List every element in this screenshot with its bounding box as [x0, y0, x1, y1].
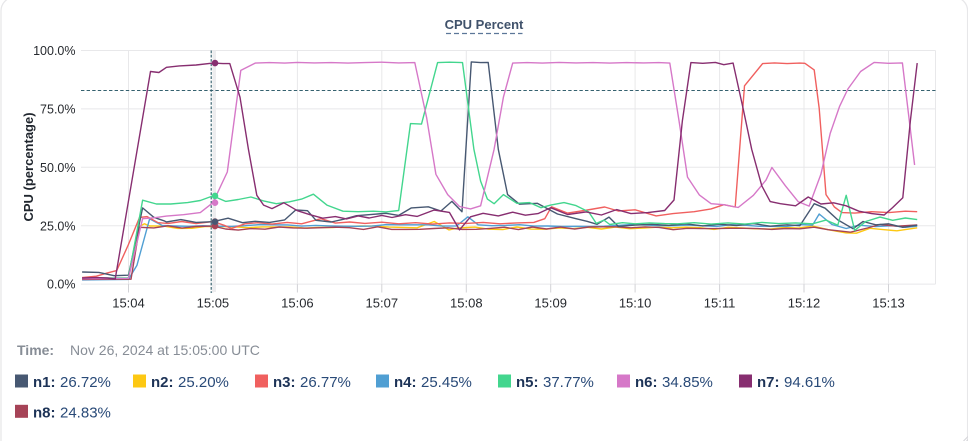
svg-text:25.0%: 25.0%: [40, 219, 75, 233]
svg-text:50.0%: 50.0%: [40, 161, 75, 175]
svg-text:n4:: n4:: [394, 374, 417, 391]
svg-text:15:10: 15:10: [619, 296, 652, 311]
svg-text:25.45%: 25.45%: [421, 374, 472, 391]
svg-text:n6:: n6:: [635, 374, 658, 391]
svg-text:15:11: 15:11: [704, 296, 736, 311]
svg-text:CPU (percentage): CPU (percentage): [21, 112, 36, 221]
svg-text:37.77%: 37.77%: [543, 374, 594, 391]
svg-text:75.0%: 75.0%: [40, 103, 75, 117]
svg-text:25.20%: 25.20%: [178, 374, 229, 391]
svg-text:n1:: n1:: [33, 374, 56, 391]
svg-text:26.72%: 26.72%: [60, 374, 111, 391]
svg-text:15:08: 15:08: [450, 296, 483, 311]
svg-text:24.83%: 24.83%: [60, 404, 111, 421]
svg-text:n3:: n3:: [273, 374, 296, 391]
svg-text:100.0%: 100.0%: [33, 44, 75, 58]
svg-text:15:12: 15:12: [788, 296, 821, 311]
svg-text:CPU Percent: CPU Percent: [445, 17, 524, 32]
svg-text:0.0%: 0.0%: [47, 278, 76, 292]
svg-text:15:07: 15:07: [366, 296, 399, 311]
svg-text:15:09: 15:09: [534, 296, 567, 311]
svg-text:15:13: 15:13: [872, 296, 905, 311]
svg-text:15:04: 15:04: [112, 296, 145, 311]
svg-text:Time:Nov 26, 2024 at 15:05:00: Time: Nov 26, 2024 at 15:05:00 UTC: [17, 342, 260, 358]
svg-text:94.61%: 94.61%: [784, 374, 835, 391]
svg-text:n8:: n8:: [33, 404, 56, 421]
svg-text:n2:: n2:: [151, 374, 174, 391]
svg-text:n7:: n7:: [757, 374, 780, 391]
svg-text:15:06: 15:06: [281, 296, 314, 311]
svg-text:15:05: 15:05: [197, 296, 230, 311]
svg-text:n5:: n5:: [516, 374, 539, 391]
svg-text:26.77%: 26.77%: [300, 374, 351, 391]
svg-text:34.85%: 34.85%: [662, 374, 713, 391]
